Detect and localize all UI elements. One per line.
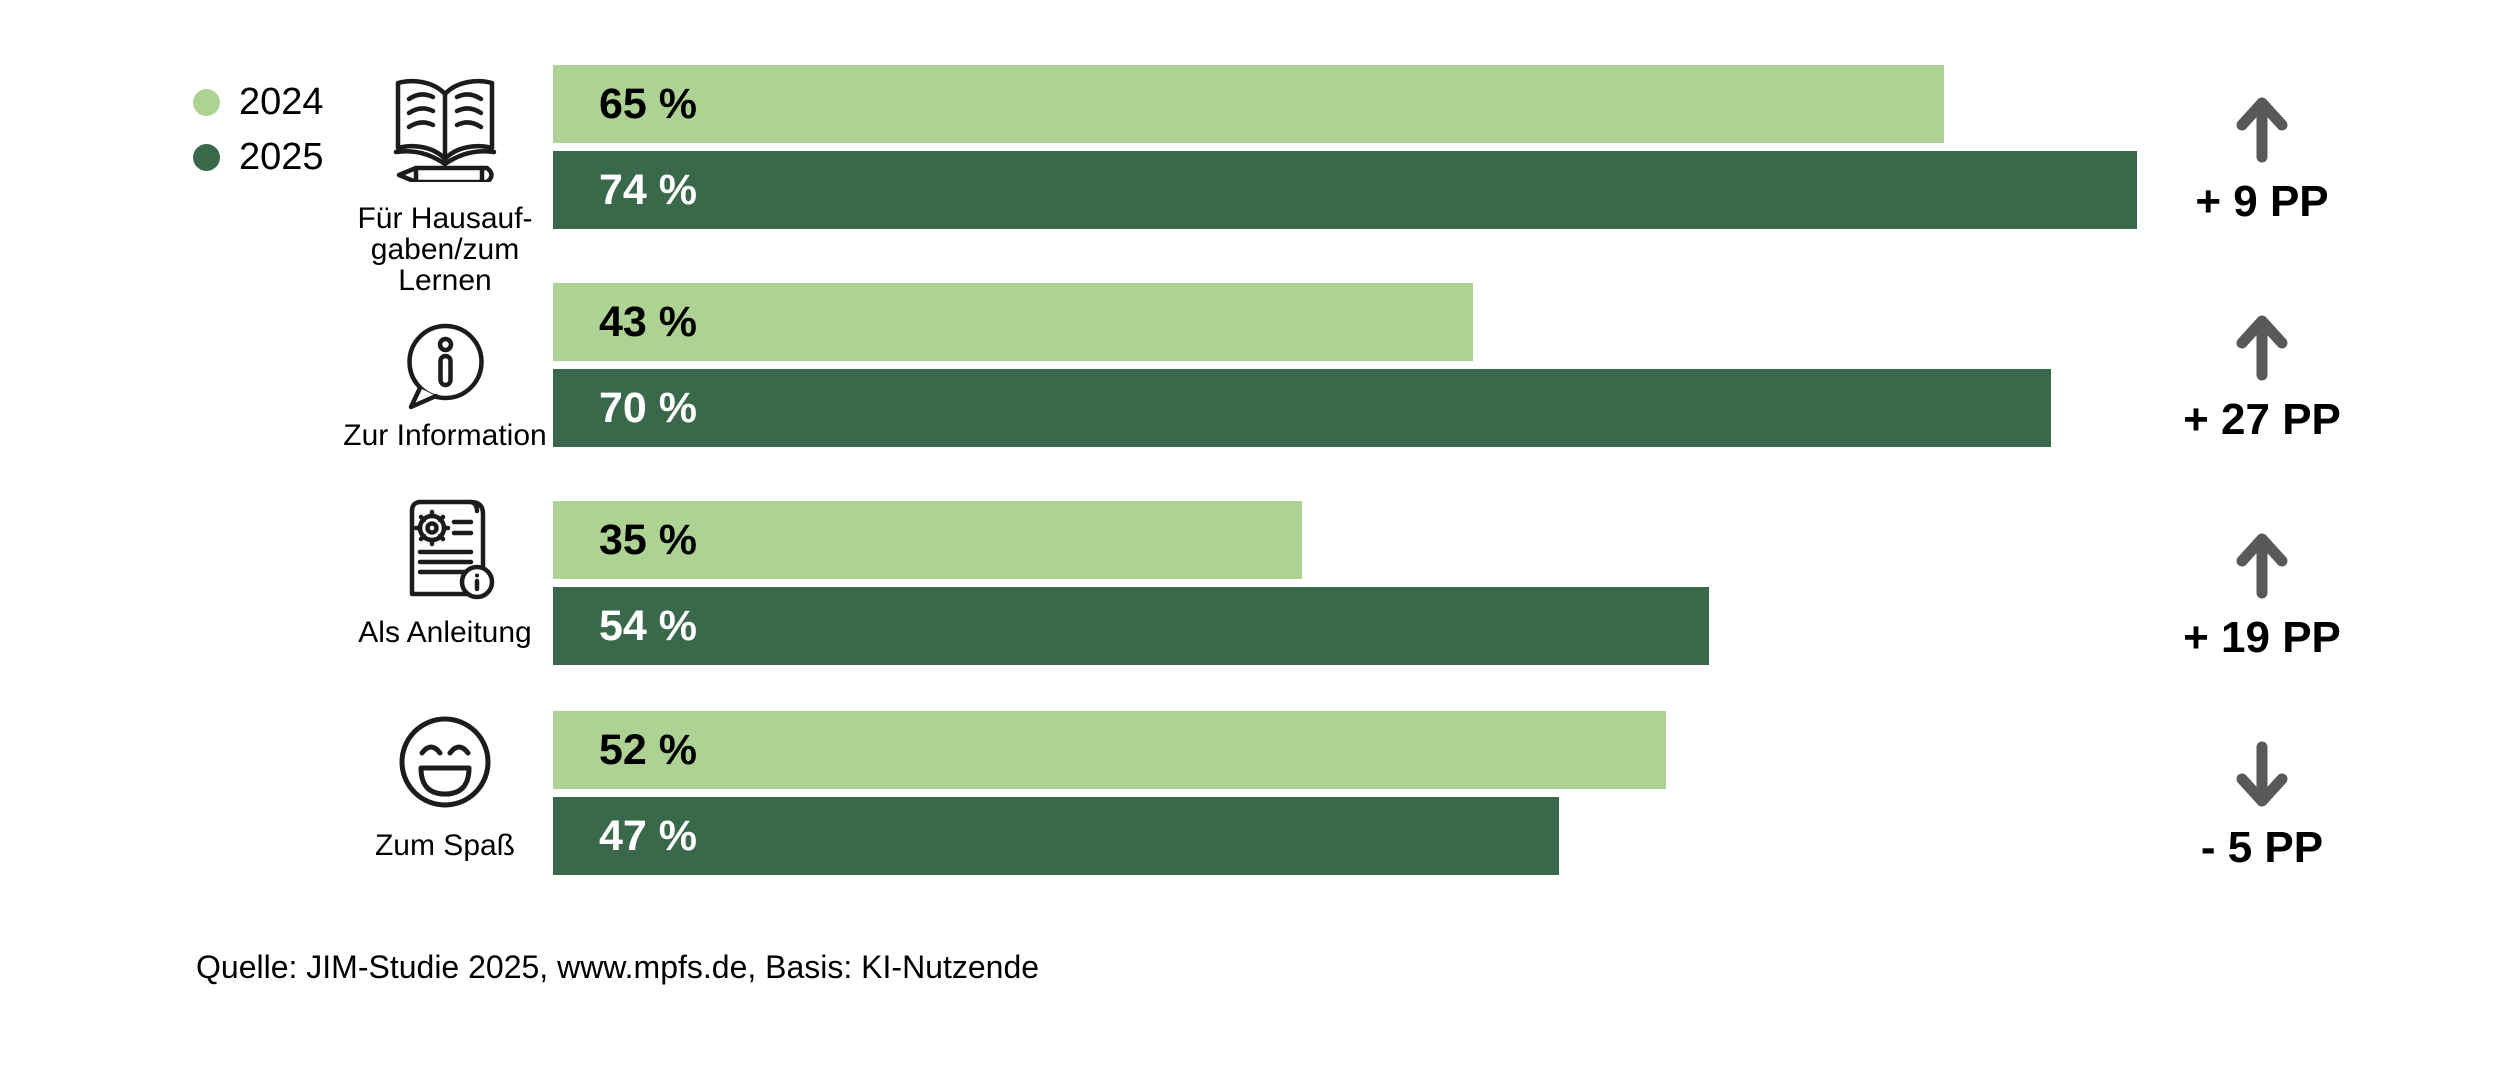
delta-label: - 5 PP [2200,823,2324,872]
book-pencil-icon [393,78,497,182]
category-label: Zum Spaß [374,829,516,862]
category-label: Für Hausauf- gaben/zum Lernen [357,202,533,297]
bar-value-label: 54 % [599,601,698,650]
arrow-up-icon [2236,315,2288,381]
bar-track: 43 % 70 % [553,283,2500,448]
legend: 2024 2025 [193,80,324,190]
bar-2024-hausaufgaben: 65 % [553,65,1944,143]
delta-label: + 27 PP [2183,395,2341,444]
source-line: Quelle: JIM-Studie 2025, www.mpfs.de, Ba… [196,949,1040,985]
arrow-up-icon [2236,533,2288,599]
category-label: Zur Information [343,419,547,452]
arrow-up-icon [2236,97,2288,163]
legend-dot-2025 [193,143,220,171]
legend-item-2024: 2024 [193,80,324,124]
bar-value-label: 52 % [599,725,698,774]
delta-indicator: + 9 PP [2142,65,2382,255]
bar-value-label: 43 % [599,297,698,346]
bar-value-label: 74 % [599,165,698,214]
bar-2024-spass: 52 % [553,711,1666,789]
bar-value-label: 35 % [599,515,698,564]
delta-indicator: + 19 PP [2142,501,2382,691]
bar-track: 65 % 74 % [553,65,2500,230]
bar-2024-anleitung: 35 % [553,501,1302,579]
bar-2024-information: 43 % [553,283,1474,361]
delta-label: + 19 PP [2183,613,2341,662]
category-row-spass: Zum Spaß 52 % 47 % - 5 PP [0,711,2500,929]
category-row-anleitung: Als Anleitung 35 % 54 % + 19 PP [0,499,2500,719]
arrow-down-icon [2236,741,2288,807]
bar-value-label: 70 % [599,383,698,432]
bar-track: 35 % 54 % [553,501,2500,666]
legend-dot-2024 [193,88,220,116]
legend-item-2025: 2025 [193,135,324,179]
legend-label-2025: 2025 [239,136,324,178]
delta-label: + 9 PP [2195,177,2329,226]
category-row-hausaufgaben: Für Hausauf- gaben/zum Lernen 65 % 74 % … [0,65,2500,296]
bar-value-label: 65 % [599,79,698,128]
category-row-information: Zur Information 43 % 70 % + 27 PP [0,283,2500,501]
bar-2025-hausaufgaben: 74 % [553,151,2137,229]
legend-label-2024: 2024 [239,81,324,123]
bar-2025-spass: 47 % [553,797,1559,875]
delta-indicator: - 5 PP [2142,711,2382,901]
bar-track: 52 % 47 % [553,711,2500,876]
laughing-smiley-icon [399,716,491,808]
instructions-scroll-icon [409,499,495,600]
bar-2025-information: 70 % [553,369,2051,447]
category-label: Als Anleitung [358,616,532,649]
bar-2025-anleitung: 54 % [553,587,1709,665]
delta-indicator: + 27 PP [2142,283,2382,473]
bar-value-label: 47 % [599,811,698,860]
info-speech-bubble-icon [406,323,484,410]
